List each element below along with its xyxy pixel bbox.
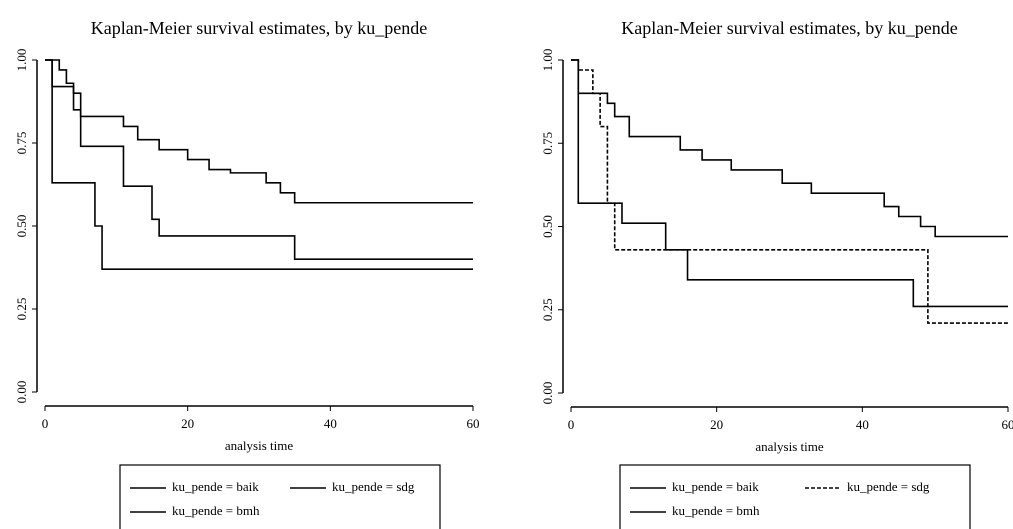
x-axis-label: analysis time bbox=[755, 439, 823, 454]
survival-curve bbox=[45, 60, 473, 259]
survival-curve bbox=[45, 60, 473, 269]
chart-title: Kaplan-Meier survival estimates, by ku_p… bbox=[621, 18, 957, 38]
y-tick-label: 0.75 bbox=[540, 132, 555, 155]
y-tick-label: 0.25 bbox=[540, 298, 555, 321]
x-tick-label: 60 bbox=[1002, 417, 1013, 432]
survival-curve bbox=[45, 60, 473, 203]
y-tick-label: 0.50 bbox=[540, 215, 555, 238]
y-tick-label: 1.00 bbox=[540, 49, 555, 72]
y-tick-label: 0.25 bbox=[14, 298, 29, 321]
x-tick-label: 20 bbox=[710, 417, 723, 432]
legend-label: ku_pende = bmh bbox=[172, 503, 260, 518]
y-tick-label: 0.00 bbox=[540, 382, 555, 405]
page: Kaplan-Meier survival estimates, by ku_p… bbox=[0, 0, 1013, 529]
x-tick-label: 0 bbox=[42, 416, 49, 431]
survival-curve bbox=[571, 60, 1008, 323]
legend-label: ku_pende = bmh bbox=[672, 503, 760, 518]
legend-label: ku_pende = baik bbox=[172, 479, 259, 494]
legend-label: ku_pende = baik bbox=[672, 479, 759, 494]
legend-box bbox=[620, 465, 970, 529]
chart-title: Kaplan-Meier survival estimates, by ku_p… bbox=[91, 18, 427, 38]
legend-label: ku_pende = sdg bbox=[332, 479, 415, 494]
y-tick-label: 0.50 bbox=[14, 215, 29, 238]
y-tick-label: 0.00 bbox=[14, 381, 29, 404]
x-axis-label: analysis time bbox=[225, 438, 293, 453]
x-tick-label: 20 bbox=[181, 416, 194, 431]
x-tick-label: 60 bbox=[467, 416, 480, 431]
x-tick-label: 0 bbox=[568, 417, 575, 432]
y-tick-label: 0.75 bbox=[14, 132, 29, 155]
legend-label: ku_pende = sdg bbox=[847, 479, 930, 494]
y-tick-label: 1.00 bbox=[14, 49, 29, 72]
survival-curve bbox=[571, 60, 1008, 236]
x-tick-label: 40 bbox=[856, 417, 869, 432]
legend-box bbox=[120, 465, 440, 529]
x-tick-label: 40 bbox=[324, 416, 337, 431]
